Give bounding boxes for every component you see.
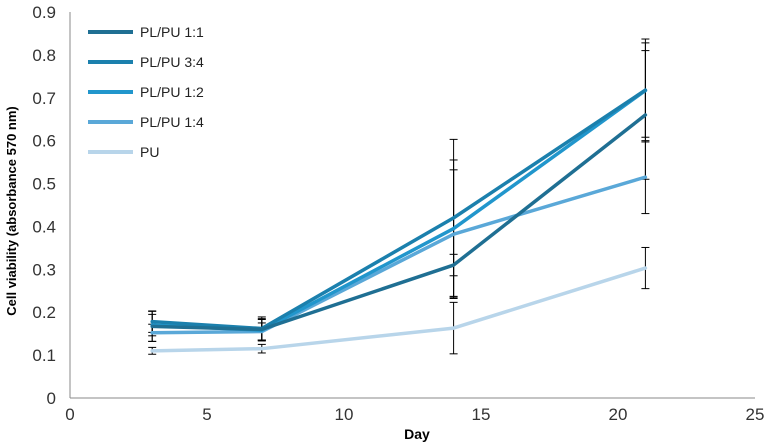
legend-item: PL/PU 1:4 bbox=[88, 114, 204, 130]
series-line-1 bbox=[150, 113, 648, 332]
y-tick-label: 0.7 bbox=[32, 89, 56, 108]
legend-item: PL/PU 1:1 bbox=[88, 24, 204, 40]
y-tick-label: 0.3 bbox=[32, 260, 56, 279]
legend: PL/PU 1:1 PL/PU 3:4 PL/PU 1:2 PL/PU 1:4 PU bbox=[88, 24, 204, 160]
y-tick-label: 0.5 bbox=[32, 175, 56, 194]
y-axis-title: Cell viability (absorbance 570 nm) bbox=[4, 106, 19, 316]
series-line-2 bbox=[150, 88, 648, 331]
legend-label: PU bbox=[140, 144, 159, 160]
series-line-4 bbox=[150, 175, 648, 335]
x-tick-label: 10 bbox=[335, 405, 354, 424]
x-tick-label: 20 bbox=[609, 405, 628, 424]
y-tick-label: 0.8 bbox=[32, 46, 56, 65]
y-tick-label: 0.2 bbox=[32, 303, 56, 322]
x-axis-title: Day bbox=[404, 426, 430, 442]
x-tick-label: 15 bbox=[472, 405, 491, 424]
series-line-3 bbox=[150, 88, 648, 332]
axes bbox=[69, 12, 755, 399]
series-line-5 bbox=[150, 266, 648, 353]
x-tick-label: 5 bbox=[202, 405, 211, 424]
y-tick-label: 0 bbox=[47, 389, 56, 408]
y-tick-label: 0.4 bbox=[32, 217, 56, 236]
legend-item: PL/PU 3:4 bbox=[88, 54, 204, 70]
legend-item: PL/PU 1:2 bbox=[88, 84, 204, 100]
x-tick-label: 25 bbox=[746, 405, 765, 424]
legend-item: PU bbox=[88, 144, 159, 160]
y-tick-label: 0.6 bbox=[32, 132, 56, 151]
legend-label: PL/PU 1:4 bbox=[140, 114, 204, 130]
y-tick-label: 0.1 bbox=[32, 346, 56, 365]
x-tick-label: 0 bbox=[65, 405, 74, 424]
series-lines bbox=[150, 88, 648, 353]
legend-label: PL/PU 1:1 bbox=[140, 24, 204, 40]
legend-label: PL/PU 3:4 bbox=[140, 54, 204, 70]
tick-labels: 0 0.1 0.2 0.3 0.4 0.5 0.6 0.7 0.8 0.9 0 5 10 15 20 25 bbox=[32, 3, 764, 424]
y-tick-label: 0.9 bbox=[32, 3, 56, 22]
legend-label: PL/PU 1:2 bbox=[140, 84, 204, 100]
